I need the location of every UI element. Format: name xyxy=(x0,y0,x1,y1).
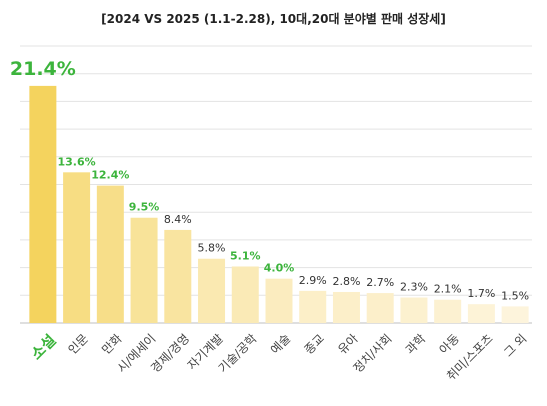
bar-8 xyxy=(265,278,293,323)
category-label-15: 그 외 xyxy=(501,331,529,359)
value-label-13: 2.1% xyxy=(434,283,462,296)
category-label-12: 과학 xyxy=(403,331,429,357)
category-label-13: 아동 xyxy=(436,331,462,357)
category-label-2: 인문 xyxy=(65,331,91,357)
chart-title: [2024 VS 2025 (1.1-2.28), 10대,20대 분야별 판매… xyxy=(101,12,446,26)
value-label-6: 5.8% xyxy=(198,242,226,255)
bar-1 xyxy=(29,85,57,323)
bar-11 xyxy=(366,293,394,323)
value-label-14: 1.7% xyxy=(467,287,495,300)
bar-14 xyxy=(467,304,495,323)
value-label-9: 2.9% xyxy=(299,274,327,287)
bar-9 xyxy=(299,290,327,323)
bar-13 xyxy=(434,299,462,323)
bar-5 xyxy=(164,229,192,323)
category-label-1: 소설 xyxy=(27,331,59,363)
value-label-11: 2.7% xyxy=(366,276,394,289)
value-label-15: 1.5% xyxy=(501,289,529,302)
value-label-7: 5.1% xyxy=(230,249,261,262)
value-label-12: 2.3% xyxy=(400,281,428,294)
value-label-3: 12.4% xyxy=(91,169,129,182)
bar-10 xyxy=(332,291,360,323)
bar-7 xyxy=(231,266,259,323)
category-label-10: 유아 xyxy=(335,331,361,357)
value-label-5: 8.4% xyxy=(164,213,192,226)
category-label-3: 만화 xyxy=(99,331,125,357)
bar-12 xyxy=(400,297,428,323)
value-label-1: 21.4% xyxy=(10,58,76,80)
value-label-4: 9.5% xyxy=(129,201,160,214)
category-label-9: 종교 xyxy=(302,331,328,357)
bar-15 xyxy=(501,306,529,323)
value-label-10: 2.8% xyxy=(332,275,360,288)
bar-3 xyxy=(96,185,124,323)
bar-4 xyxy=(130,217,158,323)
value-label-8: 4.0% xyxy=(264,262,295,275)
category-label-8: 예술 xyxy=(268,331,294,357)
bar-2 xyxy=(63,172,91,323)
value-label-2: 13.6% xyxy=(58,155,96,168)
bar-6 xyxy=(198,258,226,323)
